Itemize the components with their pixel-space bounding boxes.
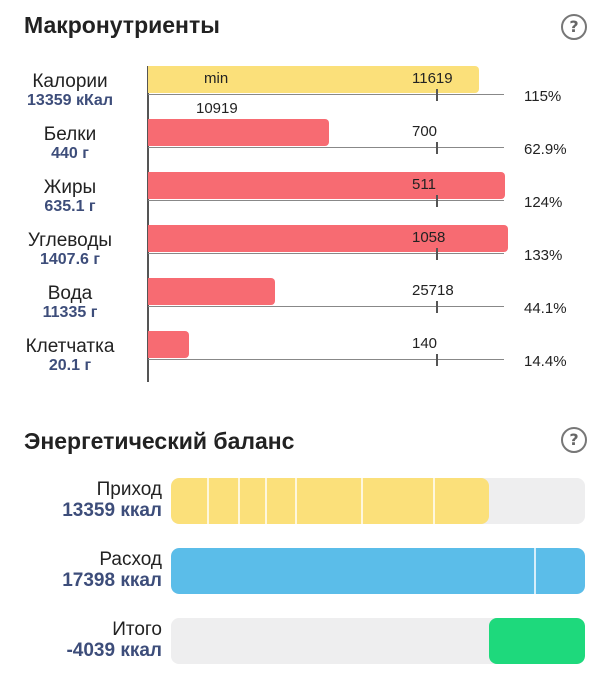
row-baseline <box>148 94 504 95</box>
macro-bar[interactable] <box>148 66 480 93</box>
macro-bar[interactable] <box>148 225 508 252</box>
row-baseline <box>148 359 504 360</box>
energy-name: Приход <box>96 479 162 500</box>
macros-title: Макронутриенты <box>24 12 220 38</box>
fill-divider <box>295 478 297 524</box>
norm-tick <box>436 195 438 207</box>
norm-label: 700 <box>412 123 438 140</box>
percent-label: 62.9% <box>524 141 567 158</box>
macro-value: 1407.6 г <box>39 251 101 268</box>
norm-label: 140 <box>412 335 438 352</box>
macro-bar[interactable] <box>148 172 506 199</box>
macro-name: Вода <box>47 283 93 304</box>
macro-value: 440 г <box>51 145 89 162</box>
row-baseline <box>148 253 504 254</box>
macro-label: Жиры 635.1 г <box>0 178 140 216</box>
macro-bar[interactable] <box>148 119 330 146</box>
norm-label: 25718 <box>412 282 454 299</box>
norm-label: 11619 <box>412 70 453 87</box>
macro-value: 635.1 г <box>44 198 96 215</box>
fill-divider <box>265 478 267 524</box>
chart-axis <box>147 66 149 382</box>
fill-divider <box>361 478 363 524</box>
row-baseline <box>148 200 504 201</box>
macro-name: Белки <box>43 124 97 145</box>
norm-tick <box>436 142 438 154</box>
row-baseline <box>148 306 504 307</box>
macro-name: Клетчатка <box>25 336 115 357</box>
energy-label: Приход 13359 ккал <box>0 479 162 521</box>
energy-value: 17398 ккал <box>62 570 162 591</box>
macro-chart: Калории 13359 кКал 11619 115% min 10919 Белки 4… <box>0 66 567 382</box>
min-label: min <box>204 70 229 87</box>
percent-label: 14.4% <box>524 353 567 370</box>
macro-label: Вода 11335 г <box>0 284 140 322</box>
energy-value: 13359 ккал <box>62 500 162 521</box>
percent-label: 44.1% <box>524 300 567 317</box>
energy-value: -4039 ккал <box>66 640 162 661</box>
min-norm-label: 10919 <box>196 100 238 117</box>
macro-name: Углеводы <box>27 230 113 251</box>
expense-fill <box>171 548 585 594</box>
energy-name: Расход <box>99 549 162 570</box>
fill-divider <box>433 478 435 524</box>
percent-label: 115% <box>524 88 562 105</box>
energy-title: Энергетический баланс <box>24 428 295 454</box>
energy-label: Расход 17398 ккал <box>0 549 162 591</box>
norm-tick <box>436 89 438 101</box>
macro-name: Калории <box>32 71 108 92</box>
norm-label: 511 <box>412 176 436 193</box>
percent-label: 124% <box>524 194 563 211</box>
macros-help-icon[interactable]: ? <box>561 14 587 40</box>
norm-tick <box>436 248 438 260</box>
energy-name: Итого <box>112 619 162 640</box>
total-fill <box>488 618 585 664</box>
macro-name: Жиры <box>43 177 97 198</box>
percent-label: 133% <box>524 247 563 264</box>
energy-track[interactable] <box>171 478 585 524</box>
fill-divider <box>238 478 240 524</box>
macro-label: Углеводы 1407.6 г <box>0 231 140 269</box>
macro-value: 20.1 г <box>48 357 92 374</box>
macro-bar[interactable] <box>148 278 275 305</box>
macro-value: 11335 г <box>42 304 98 321</box>
macro-bar[interactable] <box>148 331 190 358</box>
macro-label: Белки 440 г <box>0 125 140 163</box>
energy-track[interactable] <box>171 548 585 594</box>
fill-divider <box>534 548 536 594</box>
norm-tick <box>436 301 438 313</box>
macro-label: Калории 13359 кКал <box>0 72 140 110</box>
energy-track[interactable] <box>171 618 585 664</box>
macro-label: Клетчатка 20.1 г <box>0 337 140 375</box>
fill-divider <box>207 478 209 524</box>
income-fill <box>171 478 489 524</box>
macro-value: 13359 кКал <box>27 92 113 109</box>
row-baseline <box>148 147 504 148</box>
energy-help-icon[interactable]: ? <box>561 427 587 453</box>
norm-tick <box>436 354 438 366</box>
norm-label: 1058 <box>412 229 446 246</box>
energy-label: Итого -4039 ккал <box>0 619 162 661</box>
